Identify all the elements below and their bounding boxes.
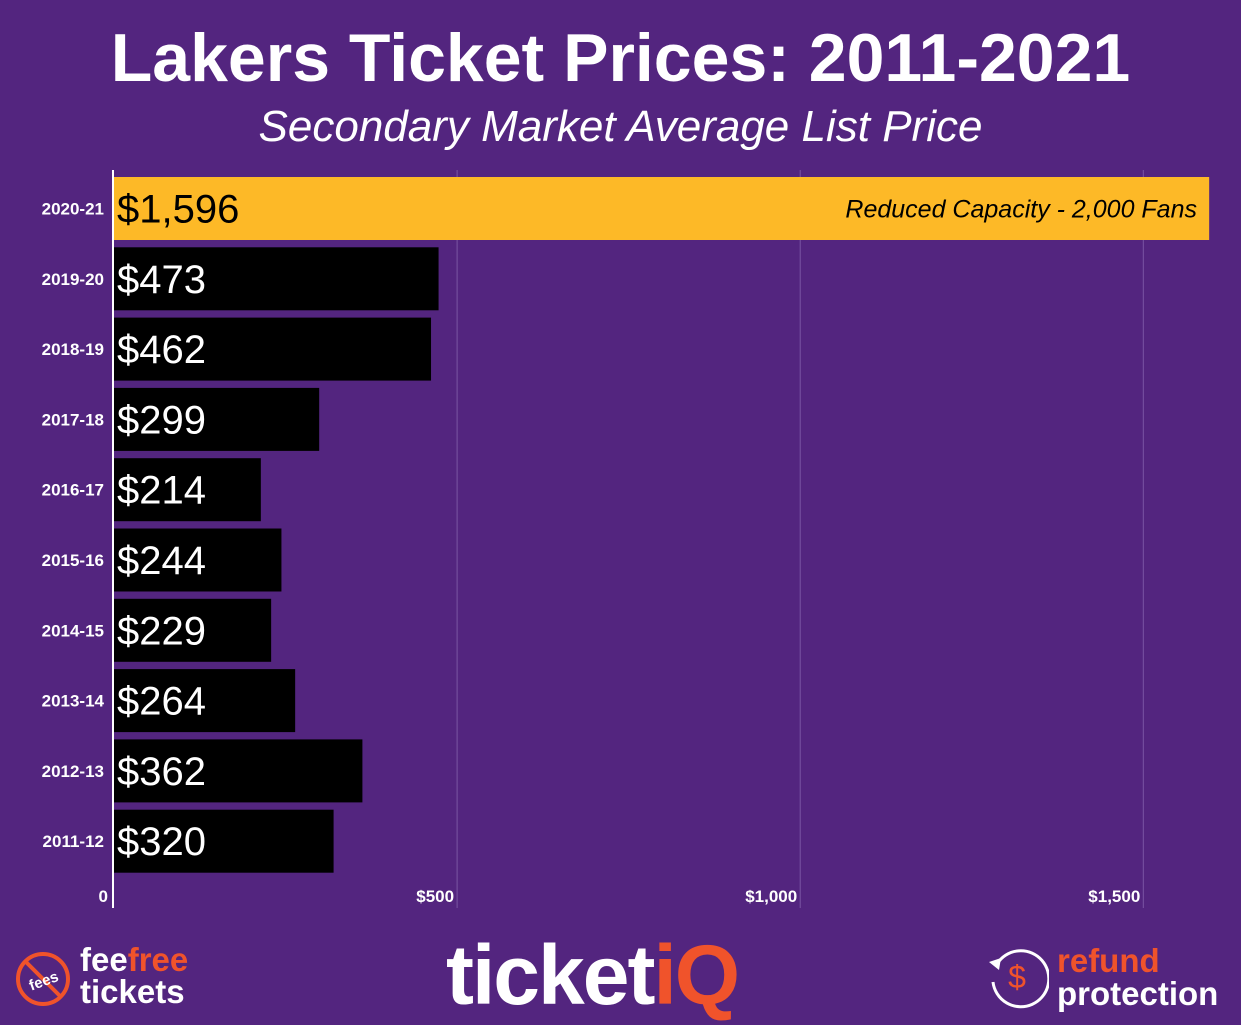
chart-title: Lakers Ticket Prices: 2011-2021 — [110, 20, 1131, 96]
ticketiq-logo: ticketiQ — [446, 925, 740, 1025]
data-label: $264 — [117, 680, 206, 724]
ticketiq-iq: iQ — [653, 928, 740, 1022]
category-label: 2017-18 — [42, 410, 104, 429]
data-label: $473 — [117, 258, 206, 302]
ticketiq-ticket: ticket — [446, 928, 655, 1022]
bar-annotation: Reduced Capacity - 2,000 Fans — [845, 196, 1197, 224]
bar — [114, 528, 282, 592]
data-label: $320 — [117, 820, 206, 864]
category-label: 2013-14 — [42, 692, 105, 711]
category-label: 2012-13 — [42, 762, 104, 781]
feefree-fee: fee — [80, 941, 128, 978]
x-tick-label: $1,000 — [745, 887, 797, 906]
data-label: $462 — [117, 328, 206, 372]
data-label: $362 — [117, 750, 206, 794]
refund-protection-logo: $ refund protection — [985, 944, 1235, 1014]
feefree-tickets: tickets — [80, 973, 185, 1010]
category-label: 2015-16 — [42, 551, 104, 570]
protection-text: protection — [1057, 975, 1219, 1012]
x-tick-label: $1,500 — [1088, 887, 1140, 906]
chart-subtitle: Secondary Market Average List Price — [258, 102, 983, 151]
category-label: 2011-12 — [43, 832, 104, 851]
category-label: 2018-19 — [42, 340, 104, 359]
bar — [114, 387, 320, 451]
no-fees-icon: fees — [16, 952, 70, 1006]
category-label: 2016-17 — [42, 481, 104, 500]
bar-chart: 0 $500 $1,000 $1,500 2020-21 $1,596 2019-20 $47… — [42, 170, 1210, 908]
refund-dollar-icon: $ — [989, 949, 1049, 1009]
data-label: $229 — [117, 609, 206, 653]
refund-text: refund — [1057, 942, 1160, 979]
bar — [114, 669, 296, 733]
bar — [114, 809, 334, 873]
dollar-sign: $ — [1008, 959, 1026, 995]
x-tick-label: 0 — [99, 887, 108, 906]
bar — [114, 177, 1210, 240]
feefree-free: free — [127, 941, 189, 978]
category-label: 2014-15 — [42, 621, 104, 640]
category-label: 2019-20 — [42, 270, 104, 289]
category-label: 2020-21 — [42, 200, 104, 219]
bar — [114, 247, 439, 311]
bar — [114, 598, 272, 662]
x-tick-label: $500 — [416, 887, 454, 906]
feefree-logo: fees feefree tickets — [14, 941, 214, 1014]
bar — [114, 458, 261, 522]
data-label: $214 — [117, 469, 206, 513]
bar — [114, 739, 363, 803]
data-label: $299 — [117, 398, 206, 442]
bar — [114, 317, 432, 381]
data-label: $244 — [117, 539, 206, 583]
data-label: $1,596 — [117, 188, 239, 232]
